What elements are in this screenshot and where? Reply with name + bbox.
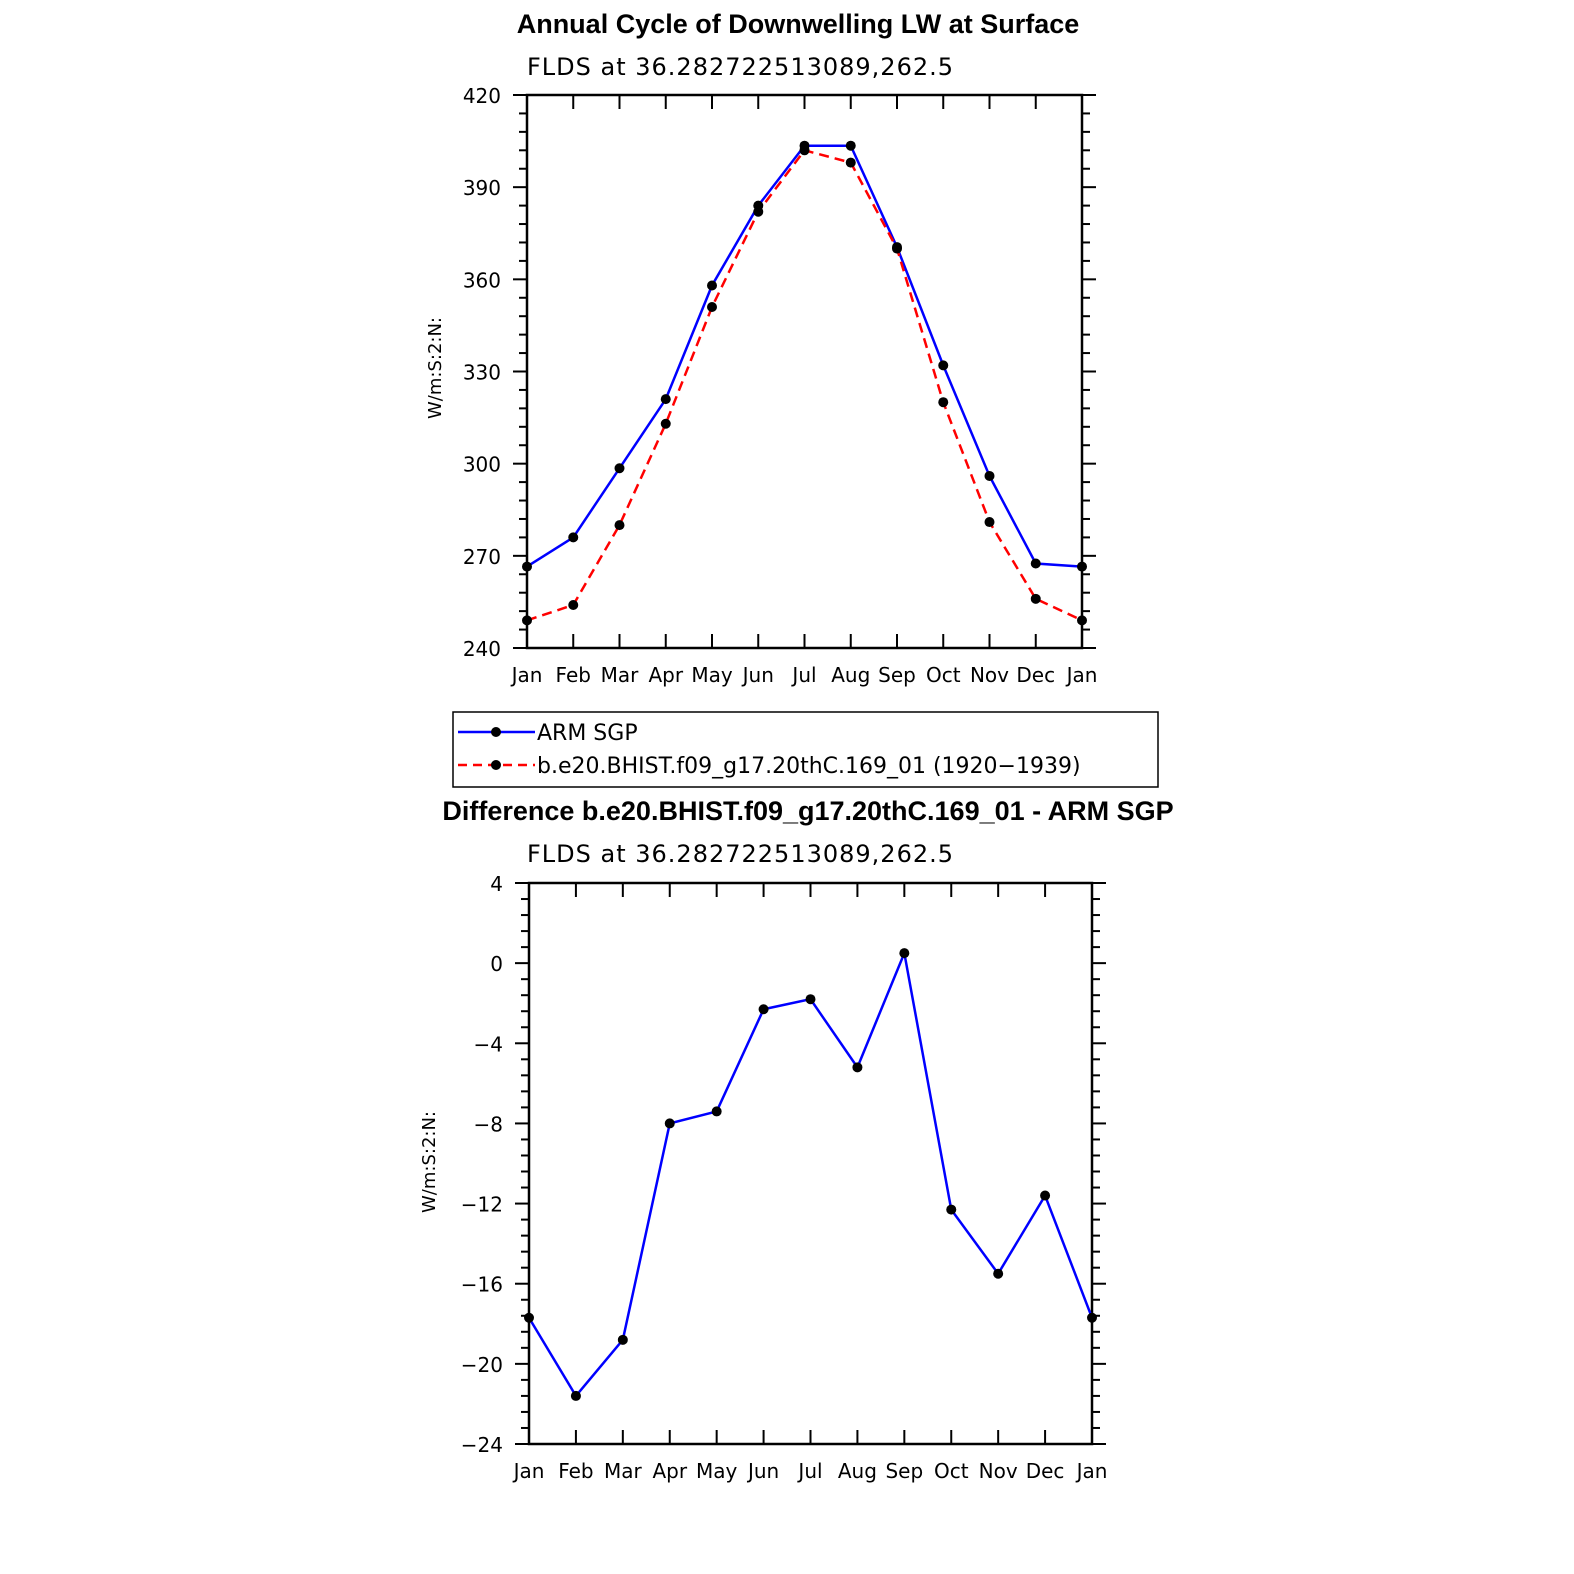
data-point-s0-12 [1077,561,1087,572]
y-tick-label: 390 [463,176,501,200]
series-line-1 [526,148,1083,622]
data-point-s1-12 [1077,615,1087,626]
chart2-plot-frame [527,881,1094,1446]
x-tick-label: Mar [601,663,640,687]
data-point-s0-8 [899,948,910,959]
y-tick-label: 420 [463,84,501,108]
y-tick-label: 0 [490,952,503,976]
x-tick-label: Dec [1026,1459,1065,1483]
data-point-s0-7 [845,140,856,151]
y-tick-label: 330 [463,361,501,385]
legend-label-model: b.e20.BHIST.f09_g17.20thC.169_01 (1920−1… [537,754,1081,779]
x-tick-label: Jan [510,663,543,687]
chart1-plot-frame [525,93,1084,650]
data-point-s1-11 [1030,593,1041,604]
x-tick-label: Aug [838,1459,877,1483]
legend-marker-arm-sgp [491,727,501,737]
x-tick-label: Jan [512,1459,545,1483]
y-tick-label: −12 [461,1193,503,1217]
y-tick-label: 4 [490,872,503,896]
chart2-y-axis-label: W/m:S:2:N: [419,1111,440,1213]
chart1-legend: ARM SGP b.e20.BHIST.f09_g17.20thC.169_01… [452,711,1159,788]
chart1-y-axis-label: W/m:S:2:N: [425,317,446,419]
y-tick-label: −16 [461,1273,503,1297]
data-point-s0-2 [617,1334,628,1345]
chart1-title: Annual Cycle of Downwelling LW at Surfac… [517,9,1080,39]
x-tick-label: Jan [1065,663,1098,687]
data-point-s1-4 [707,301,717,312]
annual-cycle-chart: Annual Cycle of Downwelling LW at Surfac… [425,9,1097,687]
x-tick-label: Dec [1016,663,1055,687]
x-tick-label: Oct [926,663,961,687]
data-point-s0-1 [570,1390,581,1401]
y-tick-label: 300 [463,453,501,477]
x-tick-label: Jun [746,1459,779,1483]
data-point-s0-6 [805,994,816,1005]
data-point-s0-5 [758,1004,769,1015]
data-point-s0-12 [1087,1312,1097,1323]
x-tick-label: Apr [652,1459,687,1483]
legend-label-arm-sgp: ARM SGP [537,721,638,746]
difference-chart: Difference b.e20.BHIST.f09_g17.20thC.169… [419,796,1174,1483]
chart2-subtitle: FLDS at 36.282722513089,262.5 [527,840,954,868]
data-point-s1-6 [799,145,810,156]
y-tick-label: −8 [474,1112,503,1136]
data-point-s0-9 [938,360,949,371]
data-point-s0-10 [984,470,995,481]
x-tick-label: Sep [885,1459,923,1483]
data-point-s0-3 [664,1118,675,1129]
data-point-s1-1 [568,599,579,610]
data-point-s1-3 [660,418,671,429]
series-line-0 [526,144,1083,568]
data-point-s0-4 [711,1106,722,1117]
x-tick-label: Sep [878,663,916,687]
y-tick-label: −24 [461,1433,503,1457]
data-point-s0-9 [946,1204,957,1215]
data-point-s0-2 [614,463,625,474]
legend-box [452,711,1159,788]
x-tick-label: May [691,663,733,687]
data-point-s0-0 [522,561,532,572]
x-tick-label: Nov [970,663,1009,687]
y-tick-label: −4 [474,1032,503,1056]
data-point-s0-3 [660,394,671,405]
x-tick-label: Feb [556,663,591,687]
data-point-s0-10 [993,1268,1004,1279]
x-tick-label: Apr [648,663,683,687]
series-line-0 [527,948,1094,1399]
data-point-s1-9 [938,397,949,408]
y-tick-label: 360 [463,268,501,292]
x-tick-label: Jul [790,663,816,687]
x-tick-label: Jan [1075,1459,1108,1483]
data-point-s0-1 [568,532,579,543]
x-tick-label: Aug [831,663,870,687]
data-point-s1-0 [522,615,532,626]
data-point-s1-5 [753,206,764,217]
chart2-title: Difference b.e20.BHIST.f09_g17.20thC.169… [442,796,1173,826]
x-tick-label: Jul [796,1459,822,1483]
data-point-s1-7 [845,157,856,168]
data-point-s0-11 [1040,1190,1051,1201]
data-point-s1-10 [984,517,995,528]
data-point-s0-0 [524,1312,534,1323]
legend-marker-model [491,760,501,770]
y-tick-label: 270 [463,545,501,569]
x-tick-label: Mar [604,1459,643,1483]
data-point-s1-2 [614,520,625,531]
x-tick-label: May [696,1459,738,1483]
x-tick-label: Jun [741,663,774,687]
data-point-s0-11 [1030,558,1041,569]
data-point-s0-7 [852,1062,863,1073]
data-point-s1-8 [892,243,902,254]
x-tick-label: Oct [934,1459,969,1483]
y-tick-label: −20 [461,1353,503,1377]
x-tick-label: Feb [558,1459,593,1483]
chart1-subtitle: FLDS at 36.282722513089,262.5 [527,53,954,81]
data-point-s0-4 [707,280,717,291]
y-tick-label: 240 [463,637,501,661]
x-tick-label: Nov [979,1459,1018,1483]
